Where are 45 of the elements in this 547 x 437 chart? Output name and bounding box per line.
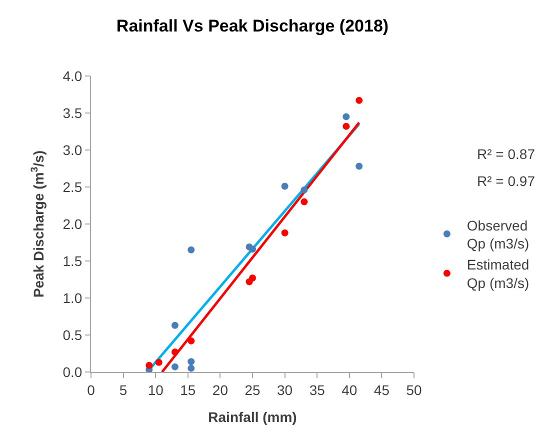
- y-tick-label: 3.5: [62, 104, 82, 121]
- point: [300, 198, 308, 206]
- x-tick-label: 30: [277, 382, 293, 398]
- point: [281, 182, 288, 190]
- y-tick-label: 3.0: [62, 142, 82, 158]
- point: [146, 362, 153, 369]
- text: R² = 0.97: [477, 173, 536, 189]
- point: [356, 162, 363, 170]
- x-tick-label: 5: [119, 382, 128, 398]
- y-tick-label: 1.0: [62, 290, 82, 306]
- text: R² = 0.87: [477, 146, 536, 162]
- point: [171, 363, 178, 370]
- y-tick-label: 4.0: [62, 68, 82, 84]
- legend-label: Observed Qp (m3/s): [466, 217, 530, 252]
- point: [342, 122, 350, 130]
- point: [188, 364, 195, 372]
- x-tick-label: 35: [309, 382, 326, 398]
- point: [356, 96, 363, 104]
- legend-label: Estimated Qp (m3/s): [466, 256, 530, 291]
- point: [342, 113, 350, 120]
- point: [171, 322, 178, 329]
- y-tick-label: 0.5: [62, 326, 82, 343]
- point: [171, 348, 178, 356]
- point: [300, 186, 308, 194]
- x-tick-label: 40: [342, 382, 358, 398]
- x-tick-label: 15: [180, 382, 196, 398]
- y-tick-label: 0.0: [62, 364, 82, 380]
- y-tick-label: 2.0: [62, 216, 82, 232]
- x-tick-label: 45: [374, 382, 390, 398]
- x-tick-label: 10: [148, 382, 164, 398]
- y-tick-label: 1.5: [62, 252, 82, 269]
- point: [188, 337, 195, 344]
- y-tick-label: 2.5: [62, 178, 82, 195]
- x-axis-title: Rainfall (mm): [208, 409, 297, 426]
- x-tick-label: 50: [406, 382, 422, 398]
- point: [281, 229, 288, 236]
- chart-title: Rainfall Vs Peak Discharge (2018): [116, 16, 389, 36]
- point: [188, 246, 195, 254]
- x-tick-label: 20: [212, 382, 228, 398]
- point: [249, 274, 256, 282]
- x-tick-label: 25: [244, 382, 260, 398]
- x-tick-label: 0: [87, 382, 96, 398]
- point: [188, 358, 195, 366]
- point: [155, 358, 162, 366]
- point: [249, 246, 256, 253]
